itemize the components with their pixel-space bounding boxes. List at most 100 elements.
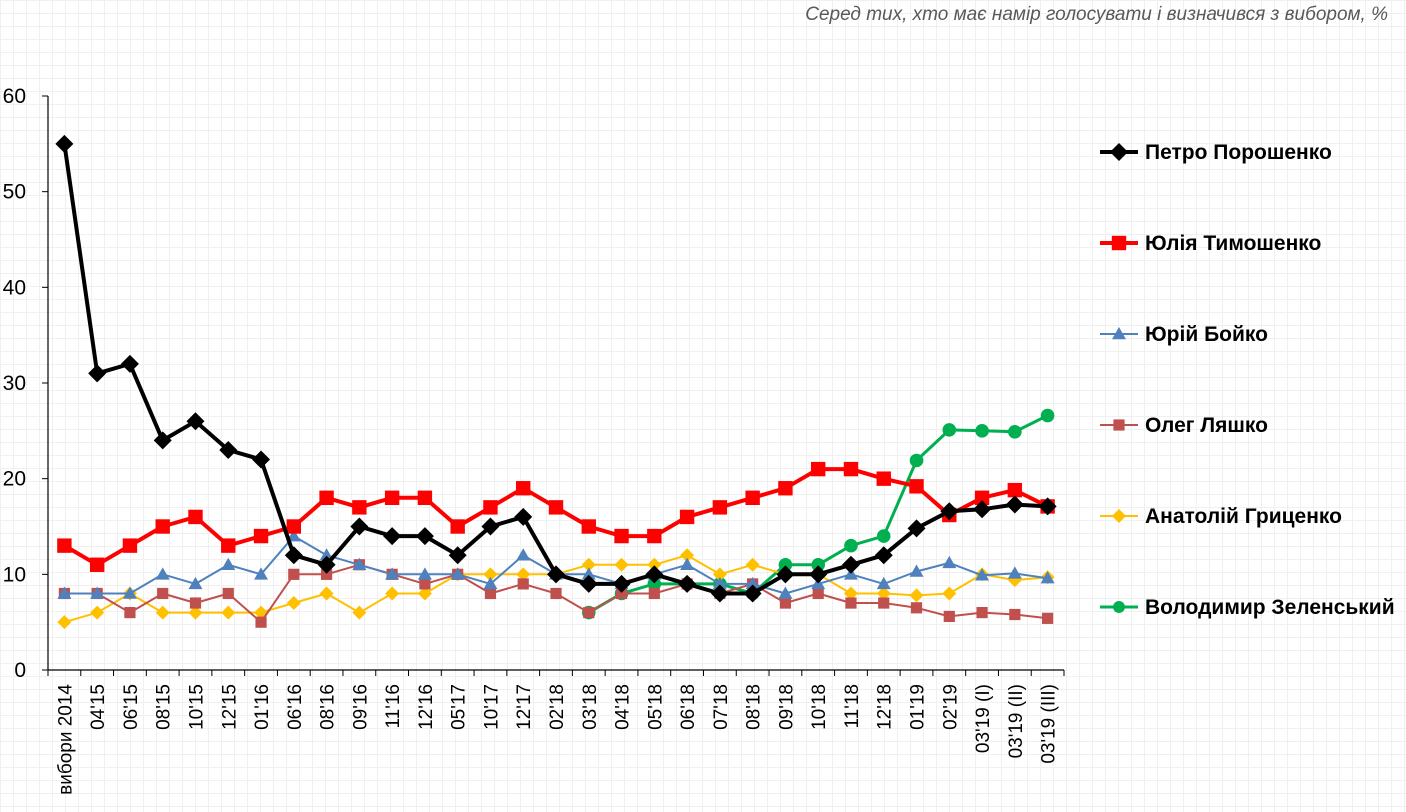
legend-marker — [1113, 601, 1125, 613]
data-point — [319, 548, 334, 561]
data-point — [778, 481, 793, 496]
y-tick-label: 10 — [3, 563, 26, 586]
x-tick-label: 12'18 — [875, 684, 896, 730]
data-point — [940, 502, 959, 521]
data-point — [581, 557, 596, 572]
data-point — [975, 568, 990, 581]
data-point — [57, 615, 72, 630]
data-point — [317, 555, 336, 574]
data-point — [548, 500, 564, 515]
data-point — [1007, 482, 1023, 498]
data-point — [252, 450, 271, 469]
legend-label: Олег Ляшко — [1145, 414, 1268, 437]
data-point — [188, 576, 203, 590]
data-point — [483, 576, 498, 590]
data-point — [155, 519, 170, 534]
data-point — [222, 587, 234, 600]
legend-entry-3: Юрій Бойко — [1100, 323, 1268, 346]
data-point — [352, 500, 367, 515]
axes: 0 10 20 30 40 50 60 вибори 2014 04'15 06'15 08'15 1… — [3, 85, 1065, 795]
data-point — [976, 607, 988, 619]
data-point — [57, 538, 72, 553]
series-6 — [581, 408, 1055, 620]
data-point — [1008, 424, 1022, 439]
data-point — [155, 567, 170, 580]
data-point — [776, 565, 795, 584]
data-point — [942, 423, 957, 437]
data-point — [89, 557, 105, 572]
x-tick-label: 04'18 — [613, 684, 634, 730]
legend-marker — [1113, 419, 1125, 431]
data-point — [384, 490, 400, 505]
data-point — [745, 490, 760, 505]
data-point — [186, 412, 205, 431]
x-tick-label: 10'15 — [186, 684, 207, 730]
y-tick-label: 50 — [3, 181, 26, 204]
data-point — [155, 605, 170, 620]
data-point — [516, 548, 531, 561]
data-point — [188, 509, 203, 525]
data-point — [743, 584, 762, 603]
data-point — [811, 557, 825, 572]
data-point — [189, 597, 202, 609]
data-point — [122, 586, 137, 599]
series-group — [55, 134, 1057, 630]
x-tick-label: 08'18 — [744, 684, 765, 730]
legend-marker — [1112, 509, 1126, 523]
data-point — [188, 605, 203, 620]
data-point — [712, 567, 727, 582]
legend-label: Володимир Зеленський — [1145, 596, 1395, 619]
data-point — [647, 557, 662, 572]
data-point — [712, 576, 727, 590]
data-point — [680, 548, 695, 563]
data-point — [517, 578, 529, 590]
data-point — [615, 587, 628, 600]
data-point — [974, 490, 990, 505]
data-point — [153, 431, 172, 450]
data-point — [516, 481, 531, 496]
data-point — [383, 527, 402, 546]
data-point — [1040, 408, 1055, 423]
data-point — [221, 557, 236, 571]
data-point — [516, 567, 531, 582]
x-tick-label: 03'18 — [580, 684, 601, 730]
x-tick-label: 11'18 — [842, 684, 863, 729]
data-point — [417, 567, 432, 580]
data-point — [874, 546, 893, 565]
data-point — [352, 557, 367, 571]
data-point — [812, 587, 824, 600]
data-point — [844, 538, 858, 553]
x-tick-label: 07'18 — [711, 684, 732, 730]
data-point — [745, 576, 760, 590]
data-point — [219, 440, 238, 459]
x-tick-label: 08'15 — [154, 684, 175, 730]
x-tick-label: 03'19 (I) — [973, 684, 994, 753]
data-point — [90, 605, 105, 620]
data-point — [284, 546, 303, 565]
legend-entry-6: Володимир Зеленський — [1100, 596, 1395, 619]
legend-marker — [1111, 235, 1127, 251]
data-point — [483, 567, 498, 582]
x-tick-label: 01'16 — [252, 684, 273, 730]
data-point — [385, 567, 400, 580]
legend-entry-2: Юлія Тимошенко — [1100, 232, 1321, 255]
data-point — [679, 509, 695, 525]
x-tick-label: 05'18 — [645, 684, 666, 730]
data-point — [415, 527, 434, 546]
x-tick-label: 03'19 (III) — [1039, 684, 1060, 764]
legend-marker — [1110, 143, 1128, 161]
legend-entry-4: Олег Ляшко — [1100, 414, 1268, 437]
data-point — [845, 597, 857, 609]
data-point — [255, 616, 267, 628]
data-point — [286, 596, 301, 611]
series-1 — [55, 134, 1057, 603]
data-point — [909, 588, 924, 603]
data-point — [778, 586, 793, 599]
data-point — [810, 461, 826, 477]
data-point — [909, 479, 924, 494]
x-tick-label: 09'16 — [350, 684, 371, 730]
x-tick-label: вибори 2014 — [55, 684, 76, 795]
data-point — [320, 568, 333, 580]
data-point — [286, 519, 302, 534]
